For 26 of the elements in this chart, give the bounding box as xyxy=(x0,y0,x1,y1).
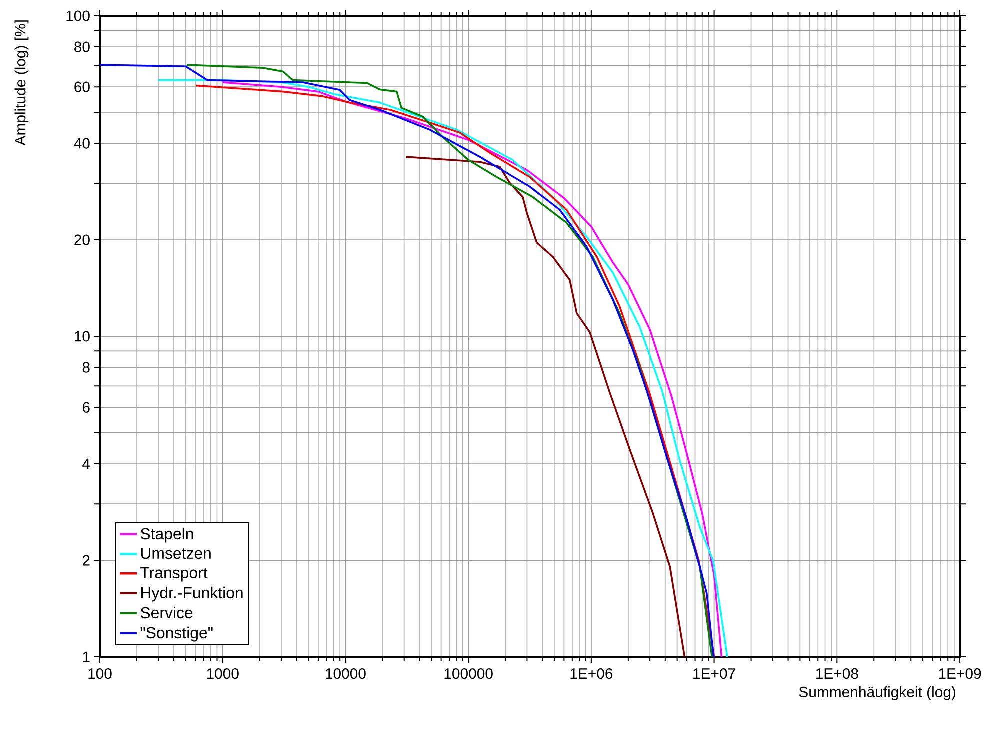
y-tick-label: 8 xyxy=(82,362,90,373)
x-axis-title: Summenhäufigkeit (log) xyxy=(799,686,956,700)
y-tick-label: 20 xyxy=(74,234,90,246)
x-tick-label: 100000 xyxy=(444,668,493,680)
legend-label: Service xyxy=(140,606,193,619)
y-tick-label: 1 xyxy=(83,652,90,662)
legend-label: Umsetzen xyxy=(141,548,211,560)
y-tick-label: 4 xyxy=(82,458,90,470)
x-tick-label: 1E+09 xyxy=(939,668,982,680)
y-tick-label: 10 xyxy=(75,331,90,342)
legend-label: "Sonstige" xyxy=(140,626,213,642)
x-tick-label: 1E+07 xyxy=(694,668,736,680)
y-axis-title: Amplitude (log) [%] xyxy=(14,20,29,146)
y-tick-label: 60 xyxy=(74,82,90,92)
y-tick-label: 40 xyxy=(74,138,90,149)
y-tick-label: 80 xyxy=(74,42,90,52)
legend-label: Hydr.-Funktion xyxy=(142,586,243,602)
x-tick-label: 1E+06 xyxy=(570,668,613,680)
x-tick-label: 10000 xyxy=(326,668,366,680)
y-tick-label: 6 xyxy=(82,402,90,413)
legend-label: Stapeln xyxy=(140,528,194,543)
y-tick-label: 100 xyxy=(66,10,90,22)
x-tick-label: 1E+08 xyxy=(816,668,858,680)
legend-label: Transport xyxy=(140,567,208,582)
y-tick-label: 2 xyxy=(82,555,90,566)
x-tick-label: 1000 xyxy=(207,668,239,680)
